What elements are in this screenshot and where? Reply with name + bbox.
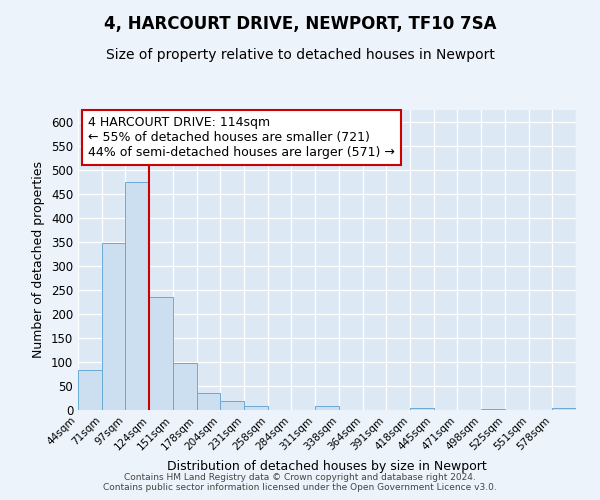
Bar (481, 408, 505, 410)
Text: 4, HARCOURT DRIVE, NEWPORT, TF10 7SA: 4, HARCOURT DRIVE, NEWPORT, TF10 7SA (104, 15, 496, 33)
Bar (173, 364, 197, 410)
X-axis label: Distribution of detached houses by size in Newport: Distribution of detached houses by size … (167, 460, 487, 473)
Bar (78, 370, 102, 410)
Bar (220, 402, 244, 410)
Bar (315, 406, 339, 410)
Bar (410, 408, 434, 410)
Bar (102, 243, 125, 410)
Bar (244, 406, 268, 410)
Y-axis label: Number of detached properties: Number of detached properties (32, 162, 46, 358)
Text: Size of property relative to detached houses in Newport: Size of property relative to detached ho… (106, 48, 494, 62)
Bar (125, 182, 149, 410)
Bar (149, 297, 173, 410)
Text: 4 HARCOURT DRIVE: 114sqm
← 55% of detached houses are smaller (721)
44% of semi-: 4 HARCOURT DRIVE: 114sqm ← 55% of detach… (88, 116, 395, 159)
Bar (197, 393, 220, 410)
Text: Contains HM Land Registry data © Crown copyright and database right 2024.
Contai: Contains HM Land Registry data © Crown c… (103, 473, 497, 492)
Bar (552, 408, 576, 410)
